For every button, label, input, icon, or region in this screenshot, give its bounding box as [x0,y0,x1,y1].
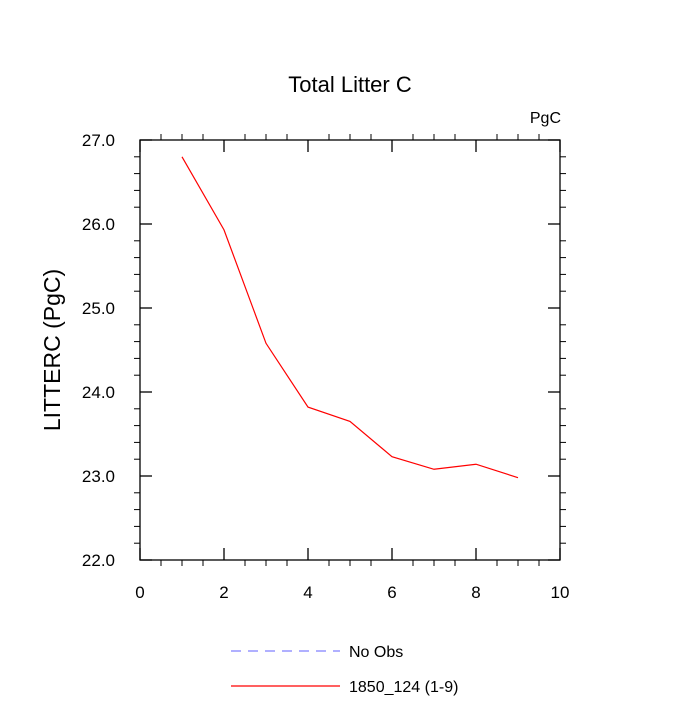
x-tick-label: 8 [471,583,480,602]
y-tick-label: 27.0 [82,131,115,150]
legend-label: No Obs [349,644,403,661]
x-tick-label: 2 [219,583,228,602]
y-tick-label: 22.0 [82,551,115,570]
x-tick-label: 4 [303,583,312,602]
axis-tick-labels: 0 2 4 6 8 10 22.0 23.0 24.0 25.0 26.0 27.0 [82,131,570,602]
y-tick-label: 23.0 [82,467,115,486]
series-line [181,156,519,479]
y-tick-label: 26.0 [82,215,115,234]
y-axis-label: LITTERC (PgC) [39,269,65,431]
axis-ticks [134,134,566,566]
units-label: PgC [530,110,561,127]
chart-title: Total Litter C [288,72,412,97]
y-tick-label: 24.0 [82,383,115,402]
x-tick-label: 6 [387,583,396,602]
x-tick-label: 0 [135,583,144,602]
series-layer [181,156,519,479]
plot-frame [139,139,561,561]
legend-label: 1850_124 (1-9) [349,679,458,696]
x-tick-label: 10 [551,583,570,602]
legend: No Obs 1850_124 (1-9) [231,644,458,696]
y-tick-label: 25.0 [82,299,115,318]
